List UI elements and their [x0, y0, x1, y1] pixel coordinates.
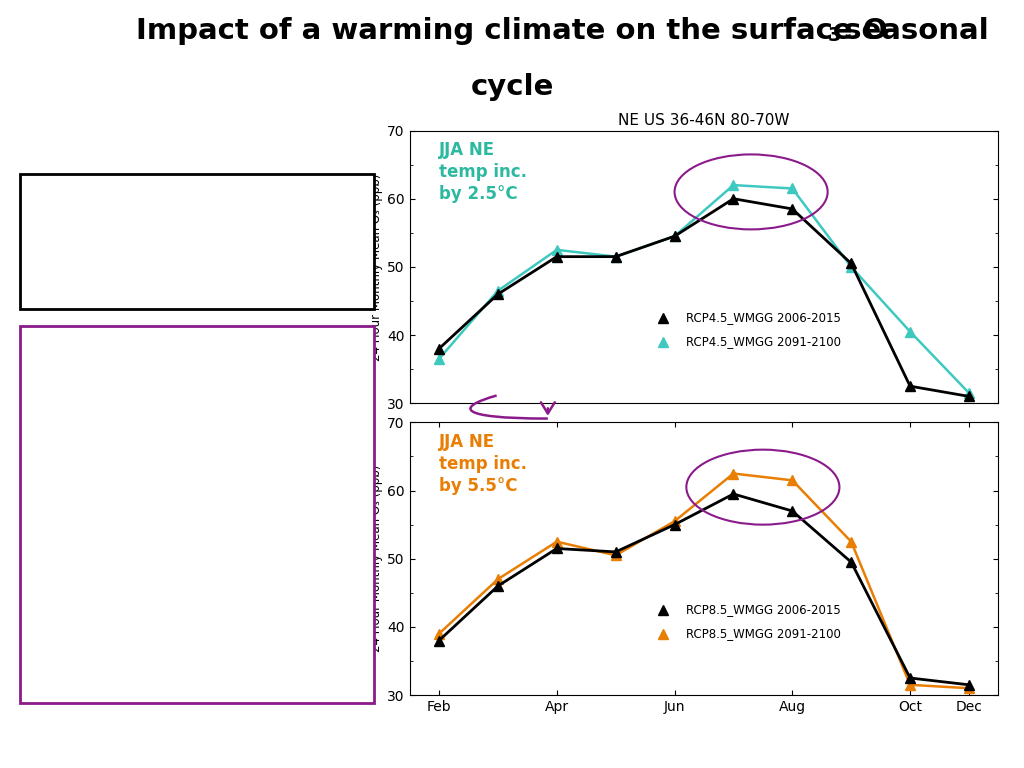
Text: Wu et al.,: Wu et al., [61, 456, 131, 472]
Text: RCP4.5_WMGG 2006-2015: RCP4.5_WMGG 2006-2015 [686, 312, 841, 325]
Text: warming climate (but in: warming climate (but in [61, 604, 238, 619]
Text: cycle: cycle [470, 73, 554, 101]
Text: emission changes): emission changes) [61, 677, 199, 693]
Text: &: & [151, 196, 170, 210]
Text: “Climate change penalty”: “Climate change penalty” [33, 419, 248, 435]
Text: 2008: 2008 [138, 456, 180, 472]
Text: controls to achieve a given: controls to achieve a given [61, 530, 259, 545]
Text: level of air quality due to: level of air quality due to [61, 567, 245, 582]
Text: surface O: surface O [33, 382, 103, 398]
Title: NE US 36-46N 80-70W: NE US 36-46N 80-70W [618, 113, 790, 128]
Text: isolate impacts from a changing: isolate impacts from a changing [33, 227, 257, 240]
Text: 3: 3 [119, 388, 126, 398]
Text: Impact of a warming climate on the surface O: Impact of a warming climate on the surfa… [136, 17, 888, 45]
Y-axis label: 24 Hour Monthly Mean O₃ (ppb): 24 Hour Monthly Mean O₃ (ppb) [370, 465, 383, 652]
Text: •: • [33, 456, 42, 472]
Text: RCP4.5_WMGG 2091-2100: RCP4.5_WMGG 2091-2100 [686, 336, 842, 349]
Text: •: • [33, 493, 42, 508]
Text: RCP8.5_WMGG 2006-2015: RCP8.5_WMGG 2006-2015 [686, 604, 841, 617]
Text: 3: 3 [827, 26, 841, 45]
Text: climate: climate [33, 257, 84, 271]
Text: RCP8.5_WMGG: RCP8.5_WMGG [169, 196, 284, 210]
Text: need for stricter emission: need for stricter emission [61, 493, 250, 508]
Text: RCP8.5_WMGG 2091-2100: RCP8.5_WMGG 2091-2100 [686, 627, 841, 641]
Text: RCP4.5_WMGG: RCP4.5_WMGG [33, 196, 147, 210]
Text: seasonal: seasonal [834, 17, 988, 45]
Text: over NE reflect: over NE reflect [130, 382, 244, 398]
Text: JJA NE
temp inc.
by 5.5°C: JJA NE temp inc. by 5.5°C [439, 432, 527, 495]
Text: absence of precursor: absence of precursor [61, 641, 216, 656]
Y-axis label: 24 Hour Monthly Mean O₃ (ppb): 24 Hour Monthly Mean O₃ (ppb) [370, 174, 383, 360]
Text: General increases in summertime: General increases in summertime [33, 346, 282, 361]
Text: JJA NE
temp inc.
by 2.5°C: JJA NE temp inc. by 2.5°C [439, 141, 527, 204]
